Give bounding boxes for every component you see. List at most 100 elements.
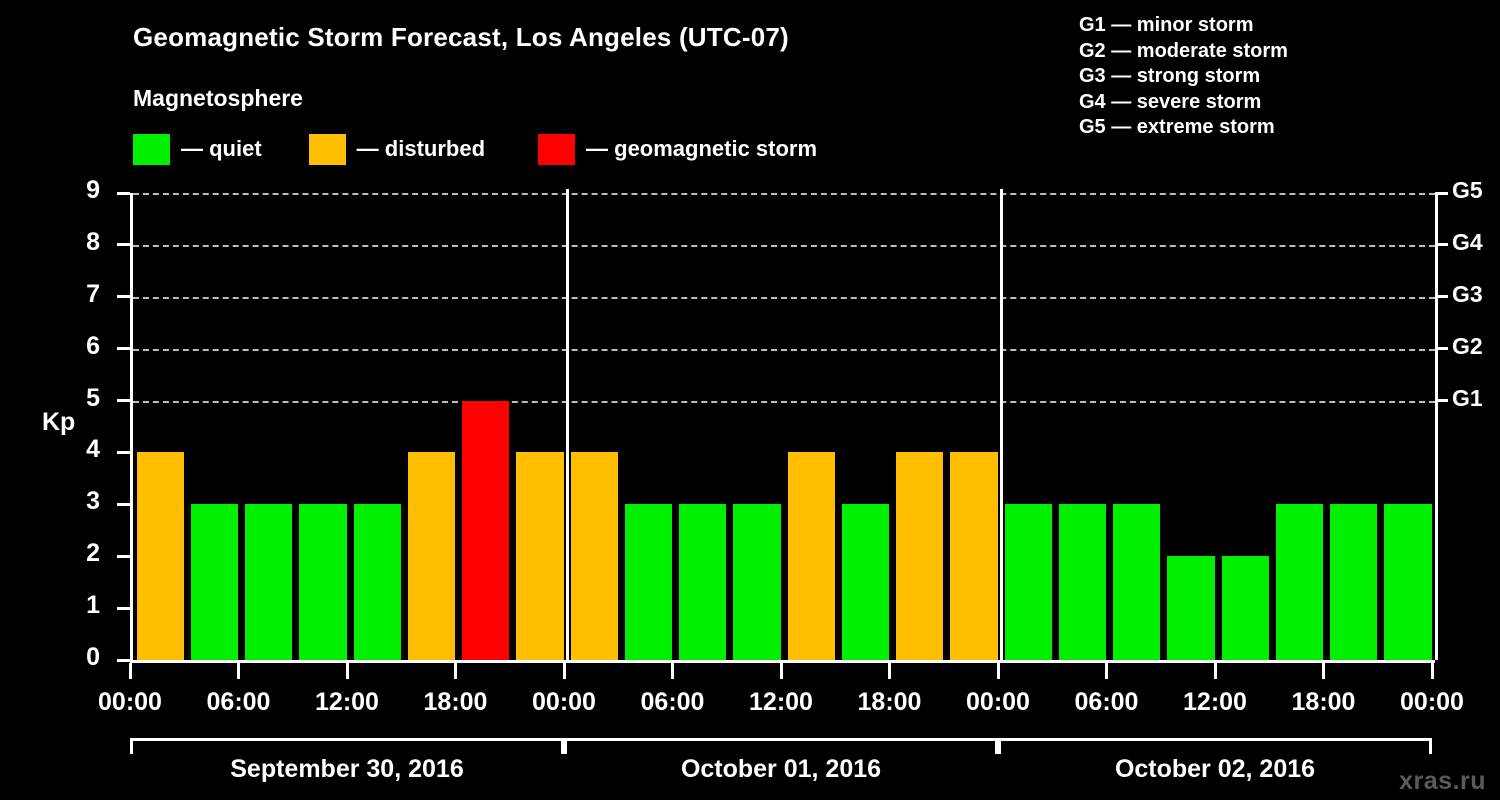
bar[interactable]: [299, 504, 347, 660]
y-tick-label-9: 9: [86, 176, 100, 204]
gridline-kp-8: [133, 244, 1435, 247]
y-right-tick-G4: [1435, 243, 1448, 247]
gridline-kp-6: [133, 348, 1435, 351]
y-tick-label-5: 5: [86, 383, 100, 412]
x-tick-label-10: 12:00: [1183, 688, 1247, 716]
bar[interactable]: [679, 504, 727, 660]
g-scale-item-g2: G2 — moderate storm: [1079, 39, 1288, 62]
bar[interactable]: [1275, 504, 1323, 660]
y-right-label-G2: G2: [1452, 332, 1483, 359]
x-tick-12: [1430, 663, 1434, 679]
bar[interactable]: [516, 452, 564, 660]
gridline-kp-9: [133, 193, 1435, 195]
y-tick-label-1: 1: [86, 591, 100, 620]
date-label-2: October 01, 2016: [680, 755, 882, 783]
y-tick-6: [117, 347, 130, 351]
y-tick-7: [117, 295, 130, 299]
bar[interactable]: [1058, 504, 1106, 660]
x-tick-9: [1105, 663, 1108, 679]
bar[interactable]: [896, 452, 944, 660]
x-tick-label-9: 06:00: [1074, 688, 1139, 716]
y-tick-3: [117, 502, 130, 506]
g-scale-item-g1: G1 — minor storm: [1079, 14, 1254, 36]
day-separator-2: [999, 189, 1003, 660]
bar[interactable]: [570, 452, 618, 660]
x-tick-3: [454, 663, 457, 679]
bar[interactable]: [841, 504, 889, 660]
legend-label-disturbed: — disturbed: [356, 136, 486, 161]
x-tick-label-7: 18:00: [857, 688, 922, 716]
x-tick-label-12: 00:00: [1400, 688, 1464, 716]
y-right-label-G3: G3: [1452, 280, 1483, 307]
page-title: Geomagnetic Storm Forecast, Los Angeles …: [133, 22, 789, 52]
x-tick-4: [562, 663, 566, 679]
x-tick-label-5: 06:00: [640, 688, 705, 716]
y-tick-2: [117, 554, 130, 558]
y-right-tick-G2: [1435, 347, 1448, 351]
gridline-kp-7: [133, 296, 1435, 299]
bar[interactable]: [245, 504, 293, 660]
x-tick-8: [996, 663, 1000, 679]
bar[interactable]: [1113, 504, 1161, 660]
x-tick-label-3: 18:00: [423, 688, 488, 716]
y-tick-label-8: 8: [86, 227, 100, 256]
bar-series: [133, 193, 1435, 660]
x-tick-6: [779, 663, 783, 679]
bar[interactable]: [136, 452, 184, 660]
bar[interactable]: [462, 400, 510, 660]
y-tick-label-3: 3: [86, 487, 100, 516]
x-tick-label-2: 12:00: [315, 688, 379, 716]
legend-swatch-disturbed: [308, 133, 346, 165]
legend-label-quiet: — quiet: [181, 136, 262, 161]
y-tick-label-0: 0: [86, 643, 100, 671]
y-tick-4: [117, 450, 130, 454]
y-tick-label-6: 6: [86, 331, 100, 360]
bar[interactable]: [950, 452, 998, 660]
plot-inner: [133, 189, 1435, 660]
y-tick-9: [117, 191, 130, 195]
y-tick-label-2: 2: [86, 539, 100, 568]
g-scale-legend: G1 — minor storm G2 — moderate storm G3 …: [1079, 13, 1288, 141]
date-label-1: September 30, 2016: [230, 755, 464, 783]
x-tick-1: [237, 663, 240, 679]
y-tick-0: [117, 658, 130, 662]
x-axis-line: [130, 660, 1435, 663]
bar[interactable]: [1384, 504, 1432, 660]
x-tick-label-8: 00:00: [966, 688, 1030, 716]
x-tick-label-6: 12:00: [749, 688, 813, 716]
x-tick-0: [128, 663, 132, 679]
g-scale-item-g3: G3 — strong storm: [1079, 65, 1261, 87]
bar[interactable]: [190, 504, 238, 660]
bar[interactable]: [1221, 556, 1269, 660]
bar[interactable]: [733, 504, 781, 660]
g-scale-item-g4: G4 — severe storm: [1079, 90, 1262, 113]
magnetosphere-heading: Magnetosphere: [133, 85, 303, 111]
g-scale-item-g5: G5 — extreme storm: [1079, 116, 1275, 138]
y-right-label-G4: G4: [1452, 228, 1483, 255]
bar[interactable]: [1330, 504, 1378, 660]
y-tick-5: [117, 399, 130, 403]
watermark: xras.ru: [1399, 767, 1486, 795]
x-tick-7: [888, 663, 891, 679]
y-axis-title: Kp: [42, 408, 76, 436]
date-label-3: October 02, 2016: [1114, 755, 1316, 783]
day-separator-1: [565, 189, 569, 660]
bar[interactable]: [1167, 556, 1215, 660]
y-tick-label-7: 7: [86, 279, 100, 308]
bar[interactable]: [624, 504, 672, 660]
bar[interactable]: [353, 504, 401, 660]
bar[interactable]: [1004, 504, 1052, 660]
bar[interactable]: [787, 452, 835, 660]
y-right-label-G5: G5: [1452, 177, 1483, 203]
date-bracket-2: [564, 738, 998, 754]
y-right-tick-G3: [1435, 295, 1448, 299]
x-tick-2: [345, 663, 349, 679]
legend-label-storm: — geomagnetic storm: [586, 136, 818, 161]
bar[interactable]: [407, 452, 455, 660]
y-tick-8: [117, 243, 130, 247]
x-tick-label-4: 00:00: [532, 688, 596, 716]
legend-swatch-storm: [538, 133, 576, 165]
y-right-label-G1: G1: [1452, 384, 1483, 411]
legend-item-disturbed: — disturbed: [308, 133, 486, 165]
y-right-tick-G5: [1435, 191, 1448, 195]
